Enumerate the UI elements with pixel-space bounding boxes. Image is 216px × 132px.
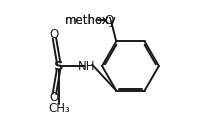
Text: O: O (49, 29, 59, 41)
Text: S: S (54, 60, 64, 72)
Text: methoxy: methoxy (65, 14, 117, 27)
Text: methoxy: methoxy (65, 14, 117, 27)
Text: CH₃: CH₃ (48, 102, 70, 115)
Text: O: O (104, 14, 113, 27)
Text: O: O (49, 91, 59, 103)
Text: NH: NH (78, 60, 95, 72)
